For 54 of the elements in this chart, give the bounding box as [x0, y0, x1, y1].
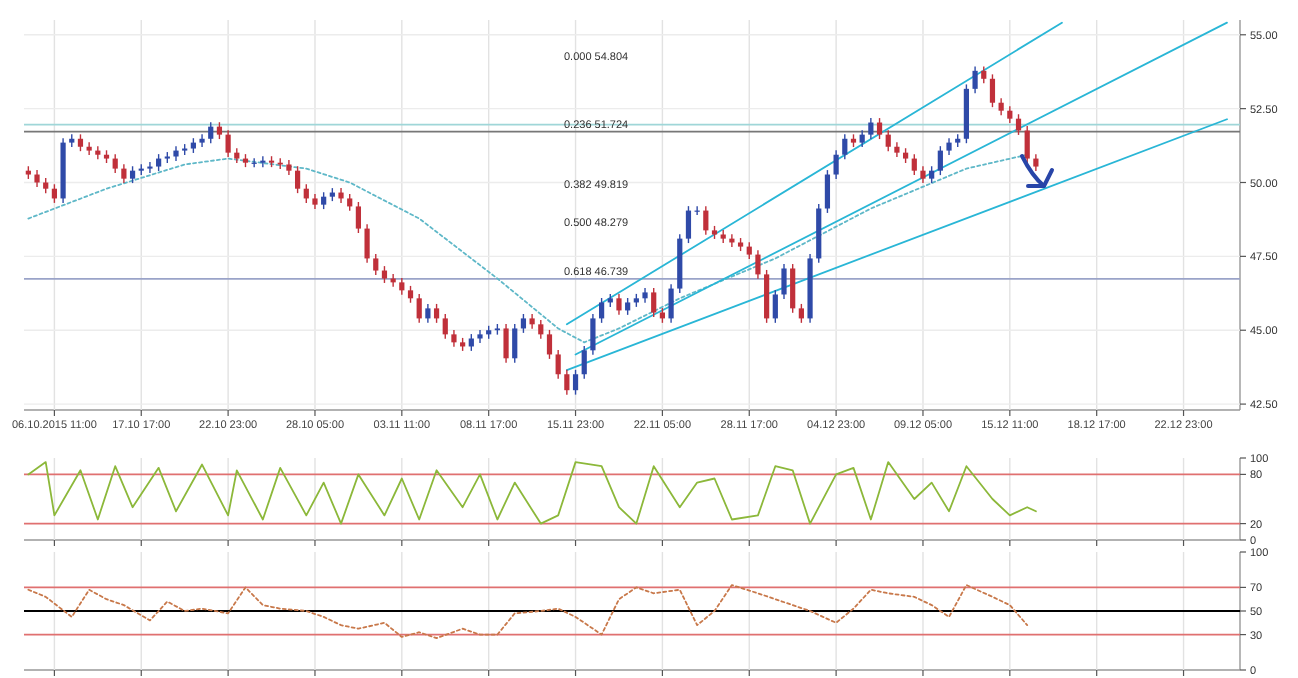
candlestick — [703, 205, 709, 236]
candlestick — [520, 313, 527, 334]
candlestick — [764, 269, 770, 324]
candlestick — [503, 323, 509, 364]
candlestick — [364, 223, 370, 264]
candlestick — [651, 287, 657, 318]
candlestick — [355, 201, 362, 234]
candlestick — [790, 263, 796, 314]
candlestick — [668, 283, 674, 324]
candlestick — [824, 169, 831, 214]
candlestick — [876, 117, 883, 140]
candlestick — [590, 313, 596, 356]
candlestick — [208, 121, 214, 144]
candlestick — [1015, 113, 1022, 136]
candlestick — [842, 133, 848, 160]
candlestick — [972, 65, 978, 94]
candlestick — [1024, 125, 1030, 164]
candlestick — [581, 345, 587, 380]
candlestick — [416, 293, 422, 324]
candlestick — [95, 145, 101, 160]
candlestick — [868, 117, 874, 140]
candlestick — [373, 253, 379, 276]
candlestick — [425, 303, 431, 324]
candlestick — [294, 165, 301, 194]
candlestick — [260, 155, 266, 168]
line-series — [27, 584, 1029, 640]
candlestick — [86, 141, 92, 156]
candlestick — [538, 319, 544, 340]
candlestick — [225, 129, 231, 158]
candlestick — [564, 369, 570, 396]
candlestick — [937, 145, 943, 176]
candlestick — [911, 153, 917, 176]
candlestick — [572, 369, 579, 396]
candlestick — [685, 205, 692, 244]
candlestick — [772, 289, 778, 324]
candlestick — [442, 313, 448, 340]
candlestick — [598, 297, 605, 324]
candlestick — [833, 149, 839, 180]
candlestick — [989, 73, 996, 108]
candlestick — [885, 129, 891, 152]
candlestick — [199, 133, 205, 148]
candlestick — [433, 303, 440, 324]
candlestick — [512, 323, 518, 364]
candlestick — [147, 161, 153, 174]
candlestick — [338, 187, 344, 204]
candlestick — [781, 263, 787, 300]
candlestick — [121, 163, 127, 184]
candlestick — [616, 293, 622, 316]
candlestick — [755, 249, 761, 280]
candlestick — [798, 303, 804, 324]
candlestick — [546, 329, 553, 360]
candlestick — [112, 153, 118, 174]
candlestick — [555, 349, 561, 380]
line-series — [27, 461, 1037, 525]
